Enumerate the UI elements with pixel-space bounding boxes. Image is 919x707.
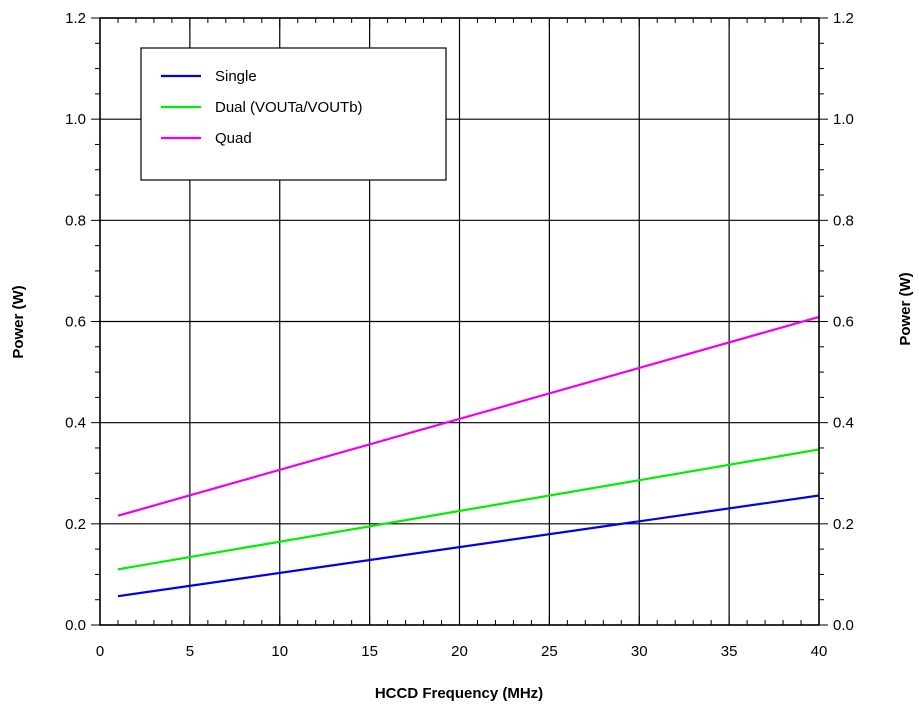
ticks [91, 17, 828, 626]
y-tick-label-right: 1.0 [833, 111, 854, 128]
x-tick-label: 5 [186, 643, 194, 660]
legend-label-quad: Quad [215, 130, 252, 147]
y-axis-title-right: Power (W) [897, 272, 914, 345]
y-tick-label-right: 1.2 [833, 10, 854, 27]
y-tick-label-left: 0.4 [65, 415, 86, 432]
y-tick-label-left: 0.0 [65, 617, 86, 634]
series-line-dual-vouta-voutb [117, 448, 820, 571]
series-line-quad [117, 315, 820, 517]
y-tick-label-right: 0.6 [833, 314, 854, 331]
grid [99, 17, 820, 626]
y-tick-label-left: 1.2 [65, 10, 86, 27]
legend: Single Dual (VOUTa/VOUTb) Quad [140, 47, 447, 181]
y-tick-label-left: 0.8 [65, 212, 86, 229]
y-tick-label-right: 0.2 [833, 516, 854, 533]
x-tick-label: 20 [451, 643, 468, 660]
y-tick-label-left: 0.2 [65, 516, 86, 533]
plot-frame [99, 17, 820, 626]
y-axis-title-left: Power (W) [10, 285, 27, 358]
series-line-single [117, 494, 820, 598]
series-lines [117, 315, 820, 598]
tick-labels: 0 5 10 15 20 25 30 35 40 0.0 0.0 0.2 0.2 0.4 0.4 0.6 0.6… [65, 10, 854, 660]
x-tick-label: 10 [271, 643, 288, 660]
x-tick-label: 35 [721, 643, 738, 660]
y-tick-label-right: 0.4 [833, 415, 854, 432]
y-tick-label-right: 0.8 [833, 212, 854, 229]
y-tick-label-left: 1.0 [65, 111, 86, 128]
legend-box [140, 47, 447, 181]
y-tick-label-right: 0.0 [833, 617, 854, 634]
x-axis-title: HCCD Frequency (MHz) [375, 685, 543, 702]
legend-label-single: Single [215, 68, 257, 85]
legend-label-dual-vouta-voutb: Dual (VOUTa/VOUTb) [215, 99, 363, 116]
x-tick-label: 25 [541, 643, 558, 660]
y-tick-label-left: 0.6 [65, 314, 86, 331]
x-tick-label: 0 [96, 643, 104, 660]
x-tick-label: 30 [631, 643, 648, 660]
x-tick-label: 15 [361, 643, 378, 660]
x-tick-label: 40 [811, 643, 828, 660]
